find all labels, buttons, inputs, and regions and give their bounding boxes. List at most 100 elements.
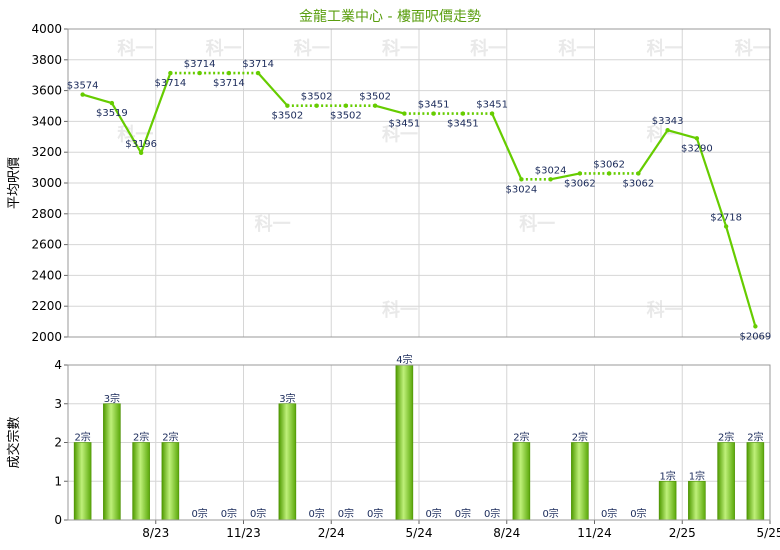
price-data-label: $3451 <box>447 119 479 130</box>
price-line-segment <box>82 93 113 105</box>
price-point <box>80 92 85 97</box>
price-point <box>519 177 524 182</box>
price-data-label: $3519 <box>96 108 128 119</box>
price-point <box>255 70 261 76</box>
price-data-label: $3714 <box>184 59 216 70</box>
price-point <box>431 111 436 116</box>
x-tick-label: 8/23 <box>142 526 169 540</box>
volume-data-label: 2宗 <box>74 431 90 444</box>
watermark-text: 科一 <box>470 37 506 59</box>
price-point <box>226 70 232 76</box>
price-data-label: $3062 <box>622 178 654 189</box>
price-data-label: $3502 <box>359 92 391 103</box>
volume-bar <box>688 480 706 521</box>
price-line-segment <box>725 226 757 327</box>
price-y-tick-label: 2400 <box>31 268 62 282</box>
price-point <box>460 111 466 116</box>
price-line-segment <box>140 72 172 154</box>
price-line-segment <box>491 113 523 180</box>
price-point <box>694 136 700 141</box>
price-data-label: $3574 <box>67 81 99 92</box>
volume-data-label: 0宗 <box>191 507 207 520</box>
watermark-text: 科一 <box>558 37 594 59</box>
price-y-tick-label: 3600 <box>31 84 62 98</box>
volume-bar <box>717 442 735 521</box>
price-data-label: $3062 <box>593 159 625 170</box>
price-line-segment <box>637 129 669 175</box>
price-y-tick-label: 4000 <box>31 22 62 36</box>
volume-bar <box>395 364 414 521</box>
price-point <box>168 70 173 76</box>
price-point <box>138 150 144 156</box>
price-data-label: $3714 <box>242 59 274 70</box>
volume-data-label: 2宗 <box>513 431 529 444</box>
price-panel: 科一科一科一科一科一科一科一科一科一科一科一科一科一科一科一科一20002200… <box>7 22 771 344</box>
price-data-label: $3196 <box>125 139 157 150</box>
volume-panel: 0 1 2 3 4 8/23 11/23 2/24 5/24 8/24 11/24 2/25 5/25 2… <box>6 353 780 540</box>
watermark-text: 科一 <box>255 213 291 235</box>
price-data-label: $3451 <box>418 100 450 111</box>
watermark-text: 科一 <box>117 37 153 59</box>
price-point <box>723 224 729 229</box>
price-y-tick-label: 2600 <box>31 238 62 252</box>
volume-data-label: 0宗 <box>542 507 558 520</box>
price-y-tick-label: 3400 <box>31 114 62 128</box>
volume-bar <box>571 442 589 521</box>
volume-bar <box>658 480 677 521</box>
volume-data-label: 3宗 <box>279 392 295 405</box>
volume-data-label: 2宗 <box>572 431 588 444</box>
x-tick-label: 11/23 <box>226 526 261 540</box>
x-tick-label: 5/24 <box>406 526 433 540</box>
price-plot-border <box>67 28 771 338</box>
x-tick-label: 11/24 <box>577 526 612 540</box>
price-data-label: $3451 <box>388 119 420 130</box>
price-data-label: $3714 <box>213 78 245 89</box>
watermark-text: 科一 <box>735 37 771 59</box>
price-line-segment <box>695 137 728 227</box>
price-point <box>402 111 407 116</box>
volume-data-label: 0宗 <box>630 507 646 520</box>
volume-data-label: 4宗 <box>396 353 412 366</box>
volume-data-label: 0宗 <box>221 507 237 520</box>
watermark-text: 科一 <box>382 37 418 59</box>
watermark-text: 科一 <box>382 124 418 146</box>
volume-data-label: 3宗 <box>104 392 120 405</box>
price-point <box>548 177 553 182</box>
volume-bar <box>73 442 92 521</box>
volume-data-label: 1宗 <box>689 469 705 482</box>
price-data-label: $2069 <box>739 331 771 342</box>
price-point <box>577 171 583 176</box>
volume-y-axis-label: 成交宗數 <box>6 416 22 468</box>
price-point <box>314 103 319 108</box>
price-data-label: $2718 <box>710 212 742 223</box>
x-tick-label: 2/25 <box>669 526 696 540</box>
price-data-label: $3343 <box>652 116 684 127</box>
price-y-tick-label: 3800 <box>31 53 62 67</box>
price-point <box>343 103 349 108</box>
price-line-segment <box>257 72 289 107</box>
price-y-tick-label: 2200 <box>31 299 62 313</box>
price-data-label: $3502 <box>301 92 333 103</box>
volume-y-tick-label: 1 <box>54 474 62 488</box>
price-data-label: $3714 <box>154 78 186 89</box>
price-data-label: $3062 <box>564 178 596 189</box>
volume-data-label: 0宗 <box>367 507 383 520</box>
volume-data-label: 0宗 <box>455 507 471 520</box>
price-point <box>489 111 495 116</box>
volume-data-label: 0宗 <box>601 507 617 520</box>
price-y-axis-label: 平均呎價 <box>7 157 22 209</box>
volume-bar <box>746 442 765 521</box>
x-tick-label: 2/24 <box>318 526 345 540</box>
price-point <box>285 103 290 108</box>
volume-data-label: 1宗 <box>659 469 675 482</box>
volume-bar <box>278 403 297 521</box>
price-point <box>665 127 670 133</box>
volume-data-label: 0宗 <box>338 507 354 520</box>
price-point <box>606 171 612 176</box>
volume-y-tick-label: 4 <box>54 358 62 372</box>
volume-data-label: 0宗 <box>484 507 500 520</box>
volume-bar <box>161 442 180 521</box>
chart-title: 金龍工業中心 - 樓面呎價走勢 <box>299 8 481 25</box>
